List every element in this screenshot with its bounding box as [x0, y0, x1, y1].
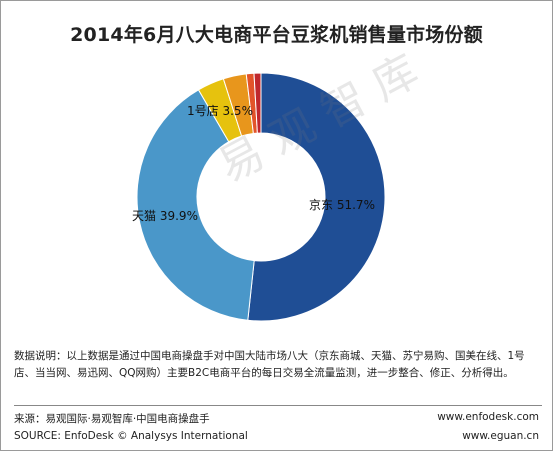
- donut-slice-1: [136, 89, 255, 321]
- donut-slice-0: [247, 72, 386, 322]
- chart-title: 2014年6月八大电商平台豆浆机销售量市场份额: [70, 24, 483, 46]
- website-enfodesk: www.enfodesk.com: [437, 411, 539, 423]
- donut-slice-5: [253, 72, 262, 134]
- slice-label-1: 天猫 39.9%: [132, 209, 198, 223]
- source-line-cn: 来源：易观国际·易观智库·中国电商操盘手: [14, 413, 210, 425]
- source-line-en: SOURCE: EnfoDesk © Analysys Internationa…: [14, 430, 248, 442]
- chart-area: 京东 51.7% 天猫 39.9% 1号店 3.5%: [0, 60, 553, 340]
- divider: [14, 405, 542, 406]
- slice-label-2: 1号店 3.5%: [187, 104, 253, 118]
- donut-chart: 京东 51.7% 天猫 39.9% 1号店 3.5%: [132, 72, 386, 322]
- slice-label-0: 京东 51.7%: [309, 198, 375, 212]
- website-eguan: www.eguan.cn: [462, 430, 539, 442]
- data-note: 数据说明：以上数据是通过中国电商操盘手对中国大陆市场八大（京东商城、天猫、苏宁易…: [14, 350, 525, 379]
